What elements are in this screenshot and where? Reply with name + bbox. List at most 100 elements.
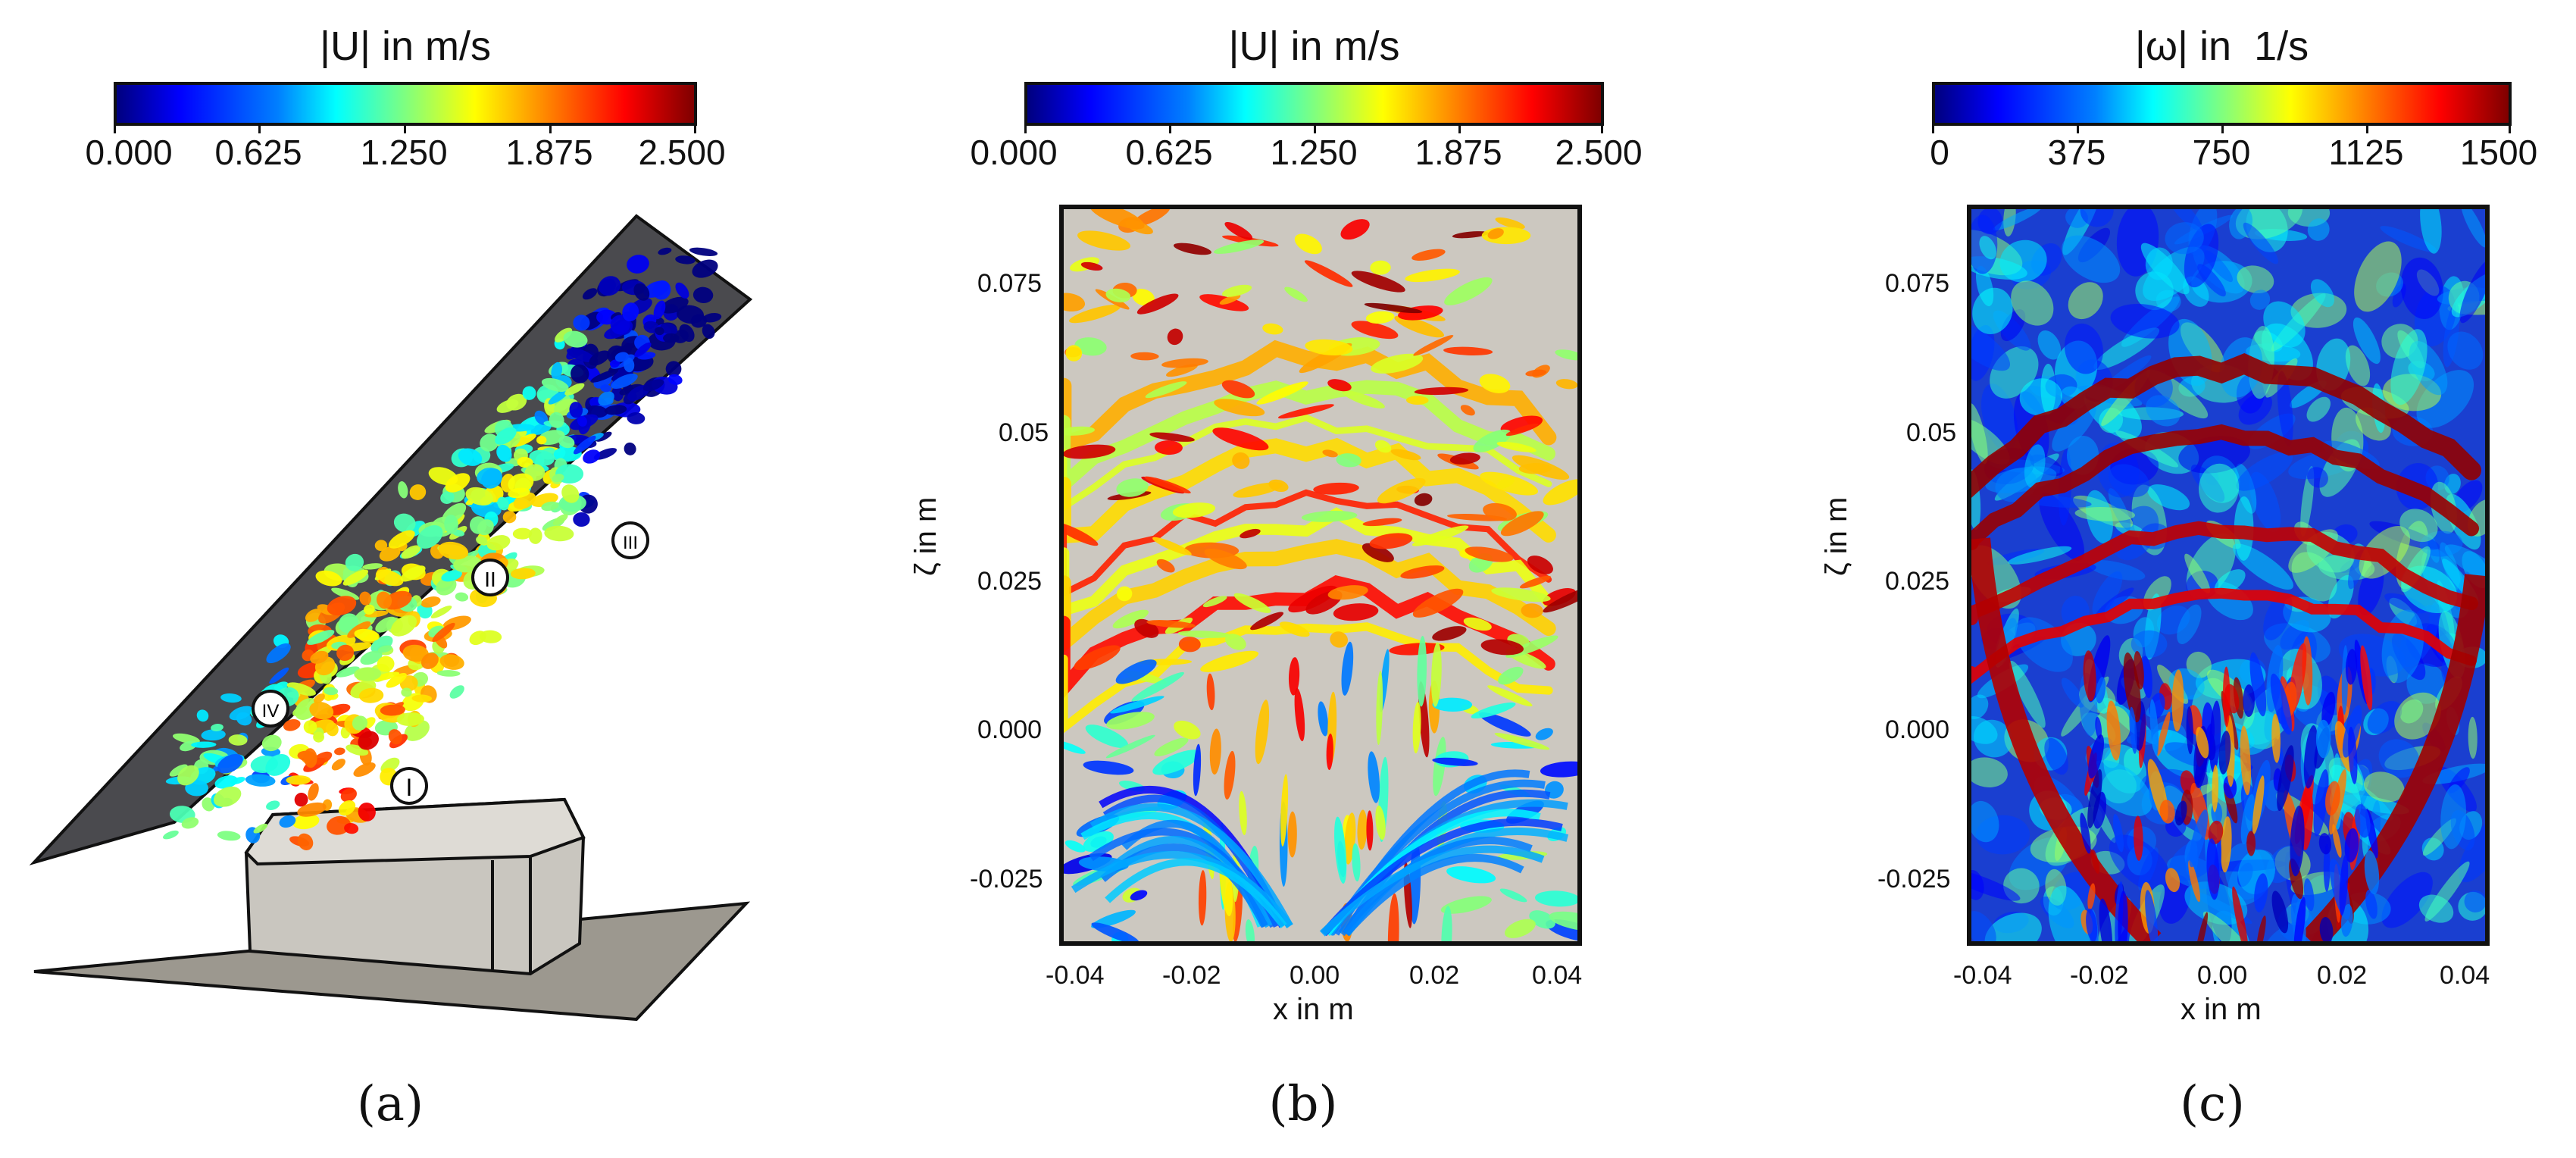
velocity-streak xyxy=(1444,277,1493,305)
vortex-blob xyxy=(376,569,404,587)
vorticity-patch xyxy=(2048,885,2090,941)
vorticity-patch xyxy=(2218,731,2231,775)
vortex-blob xyxy=(283,719,301,731)
velocity-streak xyxy=(1136,293,1179,315)
velocity-streak xyxy=(1452,231,1489,239)
velocity-streak xyxy=(1202,596,1227,608)
vortex-blob xyxy=(655,327,664,336)
vorticity-patch xyxy=(2263,593,2293,640)
velocity-streak xyxy=(1543,588,1576,606)
vortex-blob xyxy=(528,527,542,544)
velocity-streak xyxy=(1465,546,1514,562)
vortex-blob xyxy=(266,643,291,664)
vortex-blob xyxy=(627,412,646,424)
colorbar-a xyxy=(114,82,697,126)
x-tick-label: 0.04 xyxy=(1532,961,1583,990)
velocity-streak xyxy=(1387,893,1399,941)
vortex-blob xyxy=(430,606,452,618)
y-tick-label: 0.000 xyxy=(977,715,1043,744)
velocity-streak xyxy=(1172,502,1216,518)
vorticity-patch xyxy=(2249,652,2267,717)
velocity-streak xyxy=(1512,455,1570,480)
colorbar-b xyxy=(1024,82,1604,126)
velocity-streak xyxy=(1498,666,1524,685)
vortex-blob xyxy=(303,748,317,768)
vortex-blob xyxy=(438,541,469,560)
vortex-blob xyxy=(455,592,469,602)
vorticity-patch xyxy=(2399,509,2438,543)
caption-c: (c) xyxy=(2180,1076,2245,1132)
vorticity-patch xyxy=(2000,309,2026,342)
vortex-blob xyxy=(354,628,380,642)
velocity-slice xyxy=(1064,209,1577,941)
vortex-blob xyxy=(390,615,417,637)
velocity-streak xyxy=(1206,673,1215,711)
velocity-streak xyxy=(1351,271,1405,293)
vorticity-patch xyxy=(2321,691,2336,728)
velocity-streak xyxy=(1288,657,1300,696)
vorticity-patch xyxy=(2354,804,2371,838)
vorticity-patch xyxy=(2290,806,2305,877)
vortex-blob xyxy=(261,734,282,752)
velocity-streak xyxy=(1390,449,1421,461)
vortex-structures xyxy=(163,247,722,850)
velocity-streak xyxy=(1069,305,1121,324)
velocity-streak xyxy=(1091,922,1140,941)
colorbar-tick-label: 1500 xyxy=(2459,133,2538,172)
velocity-streak xyxy=(1116,586,1133,602)
velocity-streak xyxy=(1473,429,1512,452)
velocity-streak xyxy=(1152,537,1192,556)
vorticity-patch xyxy=(2024,444,2046,488)
vorticity-patch xyxy=(2277,371,2293,447)
marker-label: III xyxy=(623,533,638,553)
vorticity-patch xyxy=(2306,396,2331,422)
y-axis-label-b: ζ in m xyxy=(909,496,943,576)
vortex-blob xyxy=(436,670,461,677)
velocity-streak xyxy=(1357,809,1368,850)
vortex-blob xyxy=(558,436,575,449)
vortex-blob xyxy=(396,712,424,727)
vorticity-patch xyxy=(2186,706,2193,755)
vortex-blob xyxy=(564,383,585,396)
velocity-streak xyxy=(1370,260,1391,275)
nozzle-block xyxy=(244,797,586,976)
vorticity-patch xyxy=(2277,745,2294,811)
velocity-streak xyxy=(1414,387,1469,396)
vorticity-patch xyxy=(1971,353,2481,498)
vorticity-patch xyxy=(2459,259,2485,324)
velocity-streak xyxy=(1284,286,1308,302)
vortex-blob xyxy=(401,545,421,559)
panel-a: |U| in m/s 0.000 0.625 1.250 1.875 2.500… xyxy=(0,0,856,1158)
vortex-blob xyxy=(658,247,672,255)
vorticity-patch xyxy=(2019,378,2062,416)
velocity-streak xyxy=(1333,603,1379,621)
vortex-blob xyxy=(401,687,412,697)
vortex-blob xyxy=(331,759,345,771)
panel-c: |ω| in 1/s 0 375 750 1125 1500 0.075 0.0… xyxy=(1803,0,2576,1158)
vortex-blob xyxy=(420,653,439,669)
vortex-blob xyxy=(265,753,291,776)
marker-I: I xyxy=(390,767,428,805)
vortex-blob xyxy=(253,823,268,834)
vortex-blob xyxy=(529,449,555,466)
vorticity-patch xyxy=(2237,265,2274,294)
vorticity-patch xyxy=(1971,424,2479,550)
vortex-blob xyxy=(610,315,630,335)
vorticity-patch xyxy=(1993,209,2042,231)
vortex-blob xyxy=(689,247,718,256)
vortex-blob xyxy=(312,751,333,765)
velocity-streak xyxy=(1487,685,1533,707)
velocity-streak xyxy=(1225,634,1246,650)
vorticity-patch xyxy=(2131,630,2168,658)
vortex-blob xyxy=(642,379,664,392)
vortex-blob xyxy=(479,630,502,643)
vortex-blob xyxy=(522,386,536,400)
vorticity-patch xyxy=(2008,546,2072,565)
vortex-blob xyxy=(342,569,369,586)
vorticity-patch xyxy=(2468,716,2478,759)
velocity-streak xyxy=(1449,452,1480,465)
velocity-streak xyxy=(1064,522,1099,546)
vorticity-patch xyxy=(1971,911,1996,941)
vorticity-patch xyxy=(2195,912,2209,941)
velocity-streak xyxy=(1443,346,1493,355)
